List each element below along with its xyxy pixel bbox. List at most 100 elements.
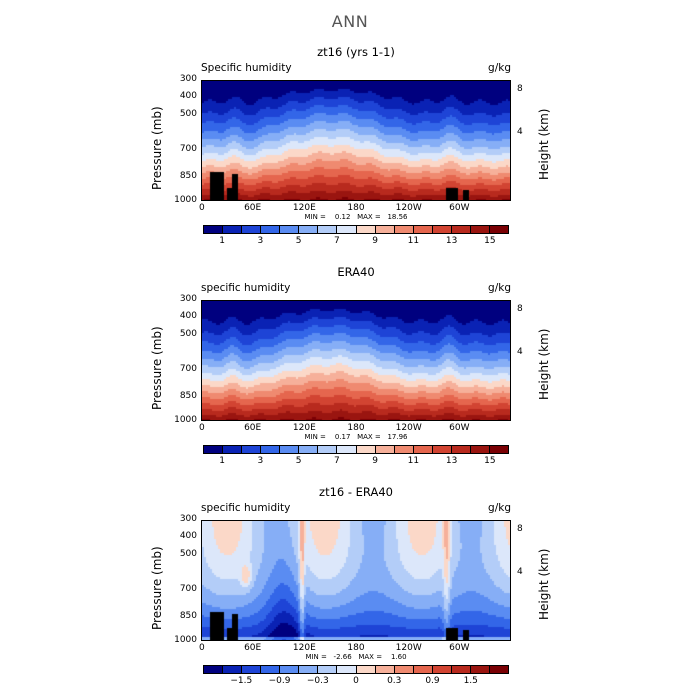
- colorbar-swatch: [356, 226, 376, 233]
- colorbar-label: 0.3: [387, 676, 402, 686]
- panel-title: ERA40: [337, 265, 375, 279]
- colorbar-swatch: [470, 666, 490, 673]
- min-max-label: MIN = 0.17 MAX = 17.96: [304, 433, 408, 441]
- colorbar-swatch: [299, 226, 319, 233]
- y-tick-label: 1000: [174, 635, 197, 645]
- colorbar-swatch: [337, 446, 357, 453]
- x-tick-label: 60E: [244, 423, 262, 433]
- colorbar: [203, 225, 509, 234]
- x-tick-label: 60E: [244, 203, 262, 213]
- colorbar-label: 1.5: [463, 676, 478, 686]
- height-tick-label: 8: [517, 303, 523, 314]
- colorbar-swatch: [356, 666, 376, 673]
- colorbar: [203, 665, 509, 674]
- colorbar-label: 9: [372, 456, 378, 466]
- y-tick-label: 700: [179, 363, 197, 374]
- x-tick-label: 180: [347, 643, 365, 653]
- colorbar-swatch: [356, 446, 376, 453]
- x-tick-label: 180: [347, 203, 365, 213]
- height-tick-label: 4: [517, 567, 523, 578]
- y-tick-label: 850: [179, 170, 197, 181]
- contour-plot: [201, 520, 511, 641]
- colorbar-label: 1: [219, 456, 225, 466]
- variable-label: specific humidity: [201, 502, 291, 514]
- contour-field: [202, 81, 510, 200]
- colorbar-swatch: [223, 446, 243, 453]
- colorbar-label: 0.9: [425, 676, 440, 686]
- colorbar-swatch: [299, 446, 319, 453]
- x-tick-label: 0: [199, 423, 205, 433]
- y-tick-label: 1000: [174, 195, 197, 205]
- colorbar-label: 9: [372, 236, 378, 246]
- contour-plot: [201, 300, 511, 421]
- colorbar-label: 3: [257, 456, 264, 466]
- colorbar-label: 13: [445, 456, 458, 466]
- colorbar-swatch: [261, 666, 281, 673]
- colorbar-swatch: [242, 446, 262, 453]
- colorbar-swatch: [489, 446, 508, 453]
- colorbar-swatch: [204, 666, 224, 673]
- x-tick-label: 120E: [292, 203, 316, 213]
- colorbar-swatch: [375, 446, 395, 453]
- colorbar-swatch: [337, 226, 357, 233]
- colorbar-swatch: [413, 226, 433, 233]
- height-tick-label: 4: [517, 127, 523, 138]
- min-max-label: MIN = -2.66 MAX = 1.60: [305, 653, 407, 661]
- colorbar-swatch: [394, 446, 414, 453]
- colorbar-label: −0.3: [306, 676, 329, 686]
- variable-label: Specific humidity: [201, 62, 292, 74]
- colorbar-swatch: [470, 226, 490, 233]
- x-tick-label: 120W: [395, 643, 422, 653]
- colorbar-swatch: [242, 666, 262, 673]
- colorbar-label: 0: [353, 676, 359, 686]
- y-tick-label: 500: [179, 109, 197, 120]
- y-tick-label: 1000: [174, 415, 197, 425]
- units-label: g/kg: [488, 62, 511, 74]
- x-tick-label: 120E: [292, 643, 316, 653]
- colorbar-swatch: [394, 226, 414, 233]
- x-tick-label: 0: [199, 643, 205, 653]
- colorbar-swatch: [432, 226, 452, 233]
- y-tick-label: 850: [179, 390, 197, 401]
- x-tick-label: 60W: [449, 203, 470, 213]
- y-tick-label: 850: [179, 610, 197, 621]
- colorbar-label: 15: [484, 456, 496, 466]
- y-tick-label: 300: [179, 74, 197, 84]
- colorbar-label: 13: [445, 236, 458, 246]
- colorbar-label: 15: [484, 236, 496, 246]
- units-label: g/kg: [488, 502, 511, 514]
- figure-title: ANN: [331, 12, 369, 31]
- y-tick-label: 400: [179, 311, 197, 322]
- colorbar: [203, 445, 509, 454]
- colorbar-swatch: [223, 666, 243, 673]
- colorbar-swatch: [318, 666, 338, 673]
- colorbar-swatch: [394, 666, 414, 673]
- colorbar-swatch: [489, 226, 508, 233]
- right-axis-label: Height (km): [537, 548, 551, 620]
- colorbar-swatch: [223, 226, 243, 233]
- y-tick-label: 300: [179, 514, 197, 524]
- colorbar-swatch: [261, 226, 281, 233]
- colorbar-label: −1.5: [230, 676, 253, 686]
- x-tick-label: 60W: [449, 643, 470, 653]
- colorbar-swatch: [261, 446, 281, 453]
- colorbar-label: 1: [219, 236, 225, 246]
- x-tick-label: 0: [199, 203, 205, 213]
- colorbar-swatch: [318, 226, 338, 233]
- y-axis-label: Pressure (mb): [150, 326, 164, 410]
- x-tick-label: 120W: [395, 423, 422, 433]
- y-tick-label: 700: [179, 143, 197, 154]
- colorbar-swatch: [204, 226, 224, 233]
- y-axis-label: Pressure (mb): [150, 546, 164, 630]
- units-label: g/kg: [488, 282, 511, 294]
- x-tick-label: 60E: [244, 643, 262, 653]
- colorbar-swatch: [451, 226, 471, 233]
- colorbar-swatch: [337, 666, 357, 673]
- y-tick-label: 700: [179, 583, 197, 594]
- colorbar-swatch: [451, 666, 471, 673]
- colorbar-label: 3: [257, 236, 264, 246]
- colorbar-label: 7: [334, 236, 340, 246]
- colorbar-swatch: [451, 446, 471, 453]
- colorbar-label: 5: [295, 236, 302, 246]
- colorbar-swatch: [318, 446, 338, 453]
